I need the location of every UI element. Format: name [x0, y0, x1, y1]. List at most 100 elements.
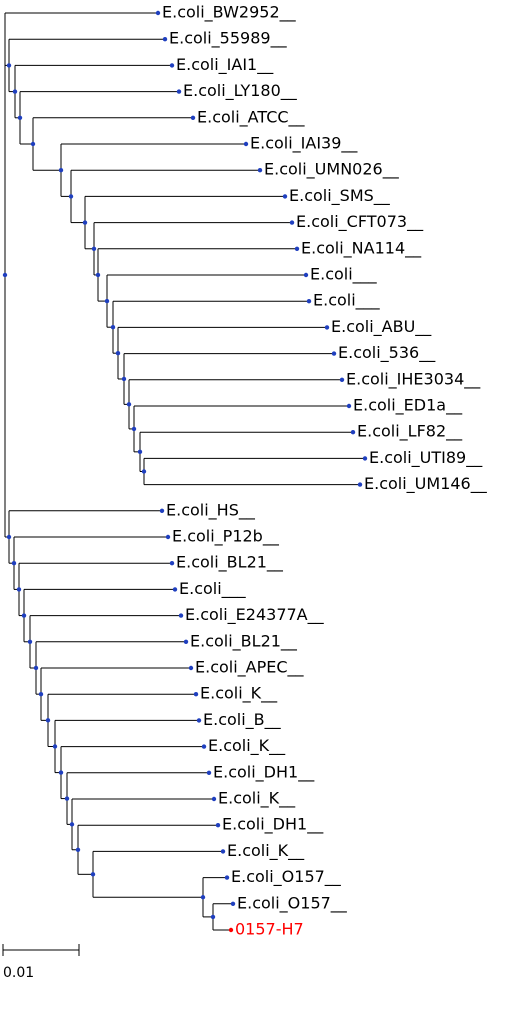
node-dot — [228, 927, 234, 933]
node-dot — [45, 718, 51, 723]
node-dot — [16, 587, 22, 592]
leaf-label: E.coli_LY180__ — [183, 81, 298, 101]
node-dot — [30, 141, 36, 147]
node-dot — [159, 508, 165, 513]
node-dot — [183, 639, 189, 644]
node-dot — [162, 37, 168, 42]
leaf-label: E.coli_APEC__ — [195, 658, 305, 678]
node-dot — [121, 376, 127, 382]
leaf-label: E.coli_K__ — [227, 841, 305, 861]
node-dot — [215, 823, 221, 828]
node-dot — [141, 469, 147, 474]
leaf-label: E.coli_K__ — [218, 789, 296, 809]
node-dot — [303, 272, 309, 278]
leaf-label: E.coli_O157__ — [237, 893, 348, 913]
leaf-label: E.coli___ — [313, 291, 381, 311]
node-dot — [220, 849, 226, 854]
leaf-label: E.coli_ABU__ — [331, 317, 432, 337]
leaf-label: E.coli_ATCC__ — [197, 107, 306, 127]
node-dot — [169, 561, 175, 566]
node-dot — [38, 691, 44, 697]
node-dot — [206, 770, 212, 775]
node-dot — [289, 220, 295, 225]
leaf-label: E.coli_IAI39__ — [250, 134, 358, 154]
node-dot — [21, 613, 27, 618]
node-dot — [324, 325, 330, 330]
node-dot — [346, 403, 352, 409]
node-dot — [33, 665, 39, 671]
node-dot — [306, 299, 312, 304]
node-dot — [11, 560, 17, 566]
node-dot — [190, 115, 196, 121]
node-dot — [257, 168, 263, 173]
leaf-label: E.coli_BL21__ — [176, 553, 284, 573]
node-dot — [131, 426, 137, 432]
node-dot — [6, 534, 12, 540]
node-dot — [6, 63, 12, 68]
node-dot — [176, 89, 182, 94]
leaf-label: E.coli_CFT073__ — [296, 212, 424, 232]
leaf-label: E.coli_ED1a__ — [353, 396, 463, 416]
leaf-label: E.coli_E24377A__ — [185, 605, 325, 625]
node-dot — [201, 744, 207, 749]
node-dot — [115, 350, 121, 356]
leaf-label: E.coli_O157__ — [231, 867, 342, 887]
node-dot — [200, 895, 206, 900]
leaf-label: E.coli_DH1__ — [222, 815, 324, 835]
node-dot — [90, 872, 96, 877]
node-dot — [58, 770, 64, 775]
leaf-label: E.coli_UTI89__ — [369, 448, 483, 468]
node-dot — [68, 194, 74, 199]
node-dot — [69, 822, 75, 827]
node-dot — [211, 796, 217, 802]
node-dot — [196, 718, 202, 723]
node-dot — [243, 141, 249, 147]
leaf-label: E.coli_DH1__ — [213, 762, 315, 782]
node-dot — [282, 194, 288, 199]
node-dot — [95, 272, 101, 278]
node-dot — [230, 901, 236, 906]
node-dot — [178, 613, 184, 618]
node-dot — [210, 914, 216, 920]
node-dot — [350, 430, 356, 435]
node-dot — [2, 272, 8, 278]
leaf-label: 0157-H7 — [235, 920, 304, 939]
node-dot — [137, 449, 143, 455]
leaf-label: E.coli_SMS__ — [289, 186, 391, 206]
leaf-label: E.coli_IHE3034__ — [346, 369, 481, 389]
node-dot — [172, 587, 178, 592]
node-dot — [165, 534, 171, 540]
leaf-label: E.coli_HS__ — [166, 500, 256, 520]
leaf-label: E.coli_LF82__ — [357, 422, 463, 442]
node-dot — [126, 402, 132, 407]
leaf-label: E.coli_NA114__ — [301, 238, 422, 258]
scale-bar-label: 0.01 — [3, 965, 34, 981]
leaf-label: E.coli_IAI1__ — [176, 55, 274, 75]
node-dot — [155, 10, 161, 16]
leaf-label: E.coli_UM146__ — [364, 474, 488, 494]
leaf-label: E.coli_K__ — [200, 684, 278, 704]
leaf-label: E.coli___ — [179, 579, 247, 599]
leaf-label: E.coli_K__ — [208, 736, 286, 756]
leaf-label: E.coli_BL21__ — [190, 631, 298, 651]
node-dot — [104, 298, 110, 304]
node-dot — [12, 89, 18, 94]
node-dot — [52, 744, 58, 749]
leaf-label: E.coli_B__ — [203, 710, 282, 730]
node-dot — [294, 246, 300, 251]
node-dot — [331, 351, 337, 356]
node-dot — [75, 847, 81, 852]
leaf-label: E.coli_55989__ — [169, 29, 288, 49]
node-dot — [64, 796, 70, 801]
node-dot — [357, 482, 363, 487]
node-dot — [91, 246, 97, 251]
node-dot — [339, 377, 345, 382]
node-dot — [169, 63, 175, 68]
node-dot — [17, 115, 23, 120]
node-dot — [58, 167, 64, 173]
leaf-label: E.coli___ — [310, 265, 378, 285]
node-dot — [82, 220, 88, 225]
node-dot — [193, 692, 199, 697]
node-dot — [362, 456, 368, 461]
